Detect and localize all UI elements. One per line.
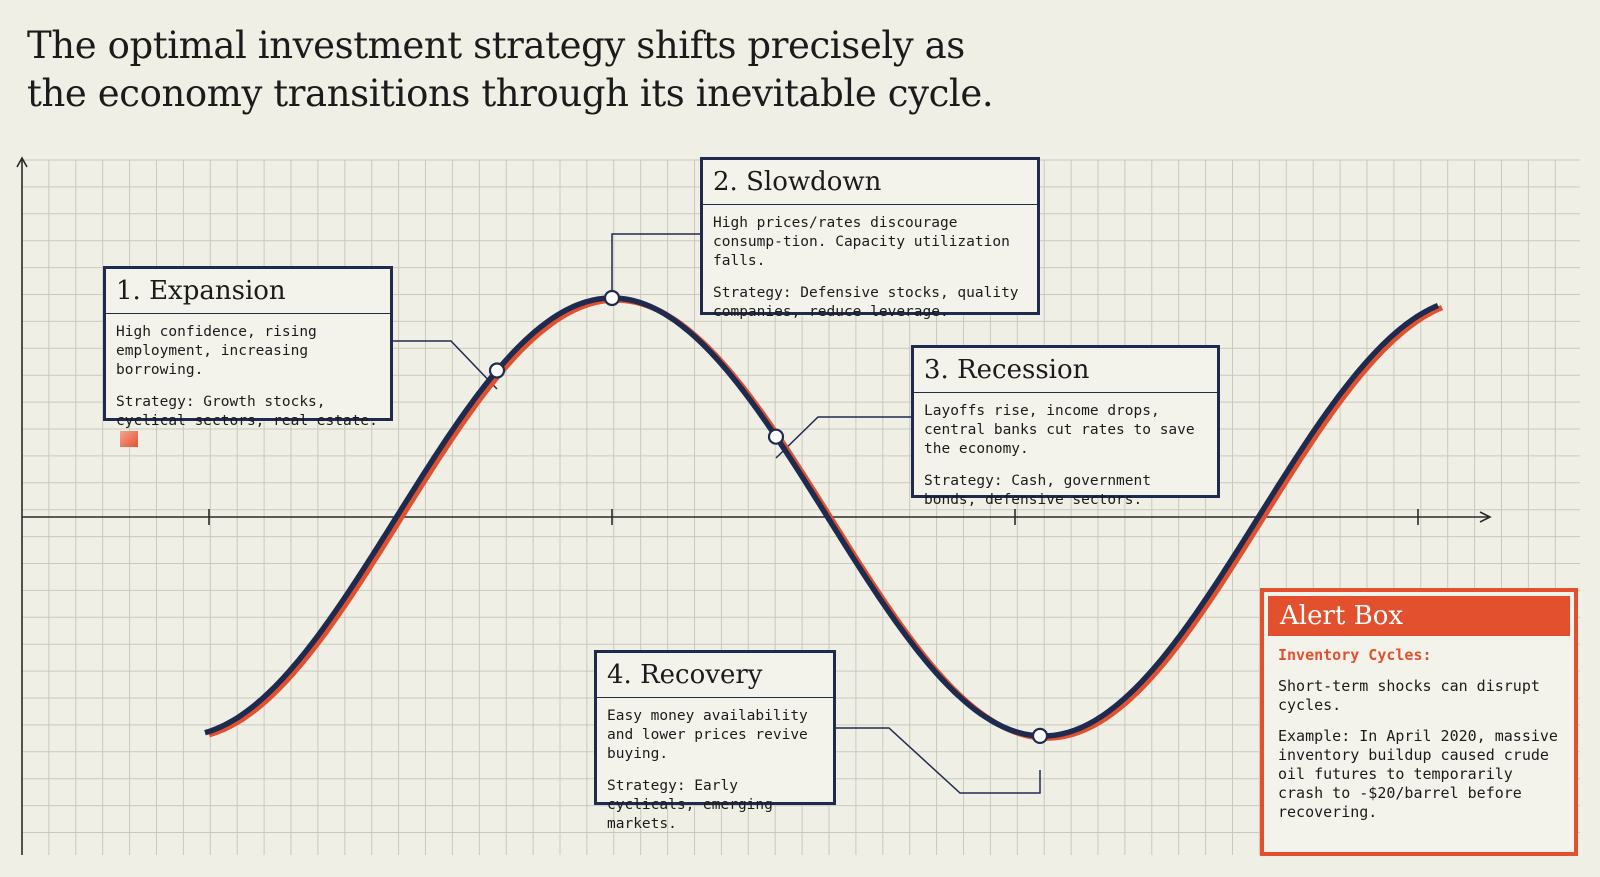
recovery-heading: 4. Recovery — [597, 653, 833, 698]
alert-subheading: Inventory Cycles: — [1278, 646, 1432, 664]
leader-lines — [392, 233, 1041, 794]
recovery-strategy: Strategy: Early cyclicals, emerging mark… — [607, 778, 773, 832]
phase-point — [1031, 727, 1049, 745]
slowdown-heading: 2. Slowdown — [703, 160, 1037, 205]
alert-text-1: Short-term shocks can disrupt cycles. — [1278, 677, 1540, 714]
phase-point — [603, 289, 621, 307]
expansion-card: 1. Expansion High confidence, rising emp… — [103, 266, 393, 447]
leader-recession — [775, 416, 911, 459]
expansion-strategy-wrap: Strategy: Growth stocks, cyclical sector… — [116, 393, 380, 451]
recession-body: Layoffs rise, income drops, central bank… — [914, 393, 1217, 510]
recovery-card: 4. Recovery Easy money availability and … — [594, 650, 836, 832]
alert-box: Alert Box Inventory Cycles: Short-term s… — [1260, 588, 1578, 856]
slowdown-strategy: Strategy: Defensive stocks, quality comp… — [713, 285, 1019, 320]
chart-axes — [16, 156, 1492, 855]
recession-strategy: Strategy: Cash, government bonds, defens… — [924, 473, 1151, 508]
recession-description: Layoffs rise, income drops, central bank… — [924, 403, 1195, 457]
slowdown-body: High prices/rates discourage consump-tio… — [703, 205, 1037, 322]
expansion-heading: 1. Expansion — [106, 269, 390, 314]
leader-expansion — [392, 340, 498, 390]
expansion-strategy: Strategy: Growth stocks, cyclical sector… — [116, 394, 378, 429]
phase-point — [767, 428, 785, 445]
recession-card: 3. Recession Layoffs rise, income drops,… — [911, 345, 1220, 508]
highlight-marker — [120, 431, 138, 447]
x-axis-arrow — [1479, 511, 1492, 523]
title-line-1: The optimal investment strategy shifts p… — [27, 24, 965, 67]
phase-markers — [488, 289, 1049, 745]
alert-text-2: Example: In April 2020, massive inventor… — [1278, 727, 1558, 821]
title-line-2: the economy transitions through its inev… — [27, 72, 994, 115]
page-title: The optimal investment strategy shifts p… — [27, 22, 1027, 118]
recession-heading: 3. Recession — [914, 348, 1217, 393]
recovery-description: Easy money availability and lower prices… — [607, 708, 808, 762]
alert-heading: Alert Box — [1268, 596, 1570, 636]
slowdown-card: 2. Slowdown High prices/rates discourage… — [700, 157, 1040, 320]
expansion-description: High confidence, rising employment, incr… — [116, 324, 317, 378]
y-axis-arrow — [16, 156, 28, 168]
leader-recovery — [835, 727, 1041, 794]
alert-body: Inventory Cycles: Short-term shocks can … — [1264, 636, 1574, 822]
cycle-curve-main — [204, 295, 1440, 739]
phase-point — [488, 362, 506, 379]
slowdown-description: High prices/rates discourage consump-tio… — [713, 215, 1010, 269]
recovery-body: Easy money availability and lower prices… — [597, 698, 833, 834]
leader-slowdown — [611, 233, 700, 302]
expansion-body: High confidence, rising employment, incr… — [106, 314, 390, 451]
x-axis-ticks — [208, 509, 1419, 525]
